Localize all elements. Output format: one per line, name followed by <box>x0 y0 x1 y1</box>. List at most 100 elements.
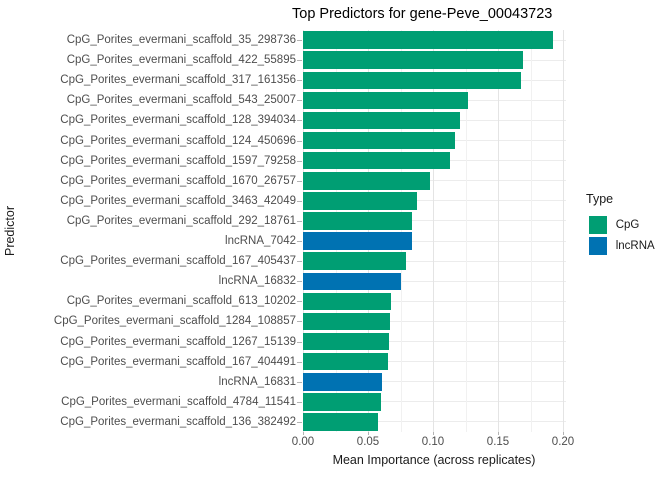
v-gridline-minor <box>465 30 467 432</box>
y-axis-tick <box>297 241 302 243</box>
plot-panel <box>303 30 566 432</box>
x-axis-tick <box>498 432 499 435</box>
x-axis-title: Mean Importance (across replicates) <box>332 453 536 467</box>
v-gridline-major <box>563 30 564 432</box>
bar <box>303 71 522 89</box>
bar <box>303 393 382 411</box>
y-axis-tick <box>297 100 302 102</box>
y-axis-tick <box>297 200 302 202</box>
category-label: CpG_Porites_evermani_scaffold_128_394034 <box>60 114 296 127</box>
category-label: CpG_Porites_evermani_scaffold_543_25007 <box>66 94 296 107</box>
v-gridline-major <box>303 30 304 432</box>
category-label: CpG_Porites_evermani_scaffold_613_10202 <box>66 295 296 308</box>
bar <box>303 31 553 49</box>
category-label: CpG_Porites_evermani_scaffold_167_405437 <box>60 255 296 268</box>
category-label: lncRNA_16832 <box>218 275 296 288</box>
legend-swatch-cpg <box>589 216 607 234</box>
y-axis-tick <box>297 120 302 122</box>
bar <box>303 373 383 391</box>
h-gridline <box>303 401 566 403</box>
y-axis-tick <box>297 261 302 263</box>
y-axis-tick <box>297 321 302 323</box>
category-label: CpG_Porites_evermani_scaffold_1284_10885… <box>53 315 296 328</box>
bar <box>303 252 406 270</box>
bar <box>303 212 413 230</box>
bar <box>303 192 418 210</box>
bar <box>303 131 456 150</box>
bar <box>303 232 412 250</box>
h-gridline <box>303 381 566 383</box>
v-gridline-minor <box>530 30 532 432</box>
bar <box>303 352 388 371</box>
x-tick-label: 0.05 <box>356 436 380 448</box>
y-axis-tick <box>297 381 302 383</box>
legend-label: lncRNA <box>615 240 655 253</box>
bar <box>303 111 461 130</box>
bar <box>303 172 431 190</box>
category-label: CpG_Porites_evermani_scaffold_1267_15139 <box>60 335 296 348</box>
category-label: CpG_Porites_evermani_scaffold_3463_42049 <box>60 194 296 207</box>
category-label: CpG_Porites_evermani_scaffold_317_161356 <box>60 74 296 87</box>
v-gridline-major <box>368 30 369 432</box>
bar <box>303 91 469 110</box>
bar <box>303 332 389 351</box>
y-axis-tick <box>297 281 302 283</box>
y-axis-tick <box>297 160 302 162</box>
y-axis-tick <box>297 341 302 343</box>
h-gridline <box>303 341 566 343</box>
y-axis-tick <box>297 301 302 303</box>
bar <box>303 292 392 311</box>
x-axis-tick <box>368 432 369 435</box>
category-label: CpG_Porites_evermani_scaffold_124_450696 <box>60 134 296 147</box>
y-axis-tick <box>297 361 302 363</box>
h-gridline <box>303 260 566 262</box>
v-gridline-major <box>433 30 434 432</box>
category-label: CpG_Porites_evermani_scaffold_1597_79258 <box>60 154 296 167</box>
x-tick-label: 0.15 <box>486 436 510 448</box>
legend-key: CpG <box>589 216 655 234</box>
bar <box>303 151 450 170</box>
h-gridline <box>303 200 566 202</box>
category-label: CpG_Porites_evermani_scaffold_136_382492 <box>60 415 296 428</box>
y-axis-tick <box>297 40 302 42</box>
bar <box>303 312 391 331</box>
category-label: CpG_Porites_evermani_scaffold_35_298736 <box>66 34 296 46</box>
x-tick-label: 0.20 <box>551 436 575 448</box>
x-tick-label: 0.00 <box>291 436 315 448</box>
category-label: CpG_Porites_evermani_scaffold_1670_26757 <box>60 174 296 187</box>
bar <box>303 51 523 69</box>
y-axis-tick <box>297 421 302 423</box>
h-gridline <box>303 220 566 222</box>
h-gridline <box>303 361 566 363</box>
y-axis-tick <box>297 180 302 182</box>
category-label: CpG_Porites_evermani_scaffold_292_18761 <box>66 214 296 227</box>
y-axis-tick <box>297 401 302 403</box>
legend-title: Type <box>586 192 614 206</box>
h-gridline <box>303 280 566 282</box>
legend-key: lncRNA <box>589 237 655 255</box>
legend-swatch-lncrna <box>589 237 607 255</box>
v-gridline-minor <box>400 30 402 432</box>
h-gridline <box>303 240 566 242</box>
v-gridline-minor <box>335 30 337 432</box>
category-label: CpG_Porites_evermani_scaffold_167_404491 <box>60 355 296 368</box>
h-gridline <box>303 320 566 322</box>
y-axis-tick <box>297 220 302 222</box>
x-tick-label: 0.10 <box>421 436 445 448</box>
x-axis-tick <box>433 432 434 435</box>
legend: Type CpG lncRNA <box>586 192 655 258</box>
category-label: lncRNA_16831 <box>218 375 296 388</box>
category-label: lncRNA_7042 <box>225 235 296 247</box>
bar <box>303 413 379 431</box>
y-axis-tick <box>297 80 302 82</box>
bar <box>303 272 402 290</box>
v-gridline-major <box>498 30 499 432</box>
category-label: CpG_Porites_evermani_scaffold_422_55895 <box>66 54 296 67</box>
h-gridline <box>303 300 566 302</box>
legend-label: CpG <box>615 218 640 231</box>
x-axis-tick <box>303 432 304 435</box>
legend-items: CpG lncRNA <box>586 216 655 255</box>
y-axis-tick <box>297 140 302 142</box>
category-label: CpG_Porites_evermani_scaffold_4784_11541 <box>61 395 296 408</box>
